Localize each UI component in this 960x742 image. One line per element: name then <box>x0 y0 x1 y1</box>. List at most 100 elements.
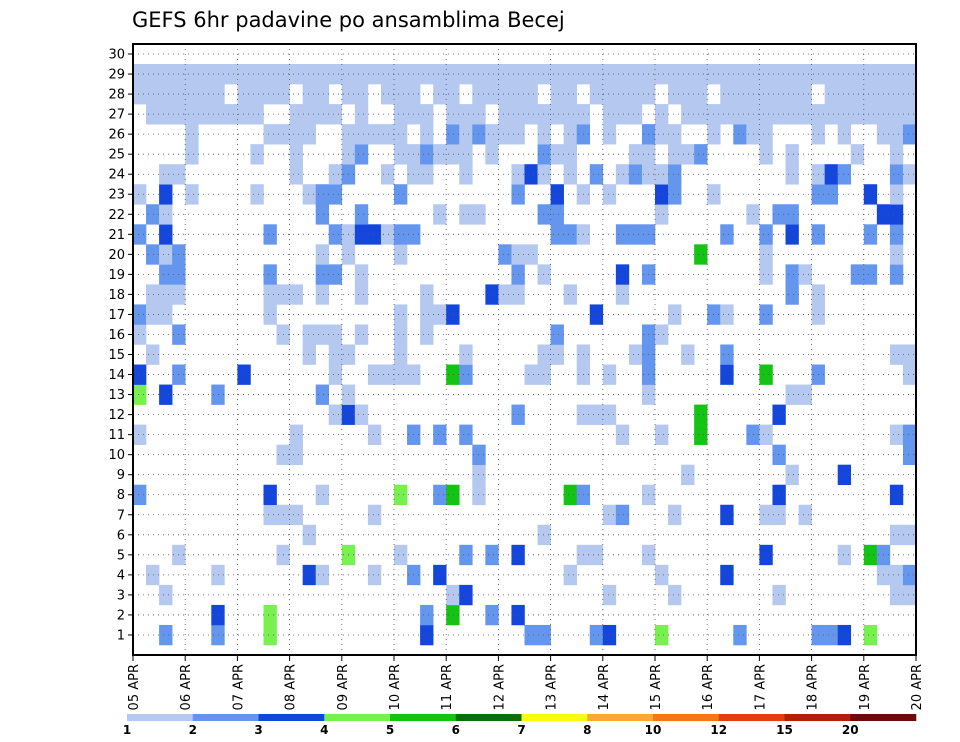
heat-cell <box>589 304 604 325</box>
heat-cell <box>420 64 434 85</box>
heat-cell <box>159 224 173 245</box>
heat-cell <box>133 384 147 405</box>
heat-cell <box>772 584 786 606</box>
heat-cell <box>354 224 369 245</box>
heat-cell <box>720 504 734 526</box>
x-tick-label: 10 APR <box>388 664 403 710</box>
heat-cell <box>837 544 852 566</box>
heat-cell <box>902 424 917 445</box>
heat-cell <box>759 144 773 165</box>
y-tick-label: 3 <box>117 588 125 603</box>
heat-cell <box>367 364 382 385</box>
heat-cell <box>537 524 551 546</box>
heat-cell <box>420 284 434 305</box>
heat-cell <box>328 64 343 85</box>
plot-frame <box>132 43 917 656</box>
heat-cell <box>263 224 277 245</box>
heat-cell <box>733 624 747 646</box>
heat-cell <box>824 104 838 125</box>
heat-cell <box>550 184 564 205</box>
heat-cell <box>367 564 382 586</box>
y-tick-label: 7 <box>117 508 125 523</box>
heat-cell <box>459 584 473 606</box>
heat-cell <box>602 124 617 145</box>
heat-cell <box>902 64 917 85</box>
heat-cell <box>798 84 812 105</box>
heat-cell <box>237 64 251 85</box>
heat-cell <box>328 404 343 425</box>
heat-cell <box>354 124 369 145</box>
heat-cell <box>563 564 577 586</box>
heat-cell <box>628 84 643 105</box>
heat-cell <box>889 244 904 265</box>
heat-cell <box>433 484 447 506</box>
heat-cell <box>537 144 551 165</box>
heat-cell <box>433 564 447 586</box>
heat-cell <box>694 424 708 445</box>
heat-cell <box>198 104 212 125</box>
heat-cell <box>289 164 303 185</box>
heat-cell <box>798 384 812 405</box>
heat-cell <box>446 604 460 626</box>
heat-cell <box>380 164 395 185</box>
heat-cell <box>367 504 382 526</box>
heat-cell <box>159 164 173 185</box>
heat-cell <box>889 184 904 205</box>
heat-cell <box>420 104 434 125</box>
heat-cell <box>185 84 199 105</box>
heat-cell <box>394 484 408 506</box>
heat-cell <box>459 124 473 145</box>
heat-cell <box>354 204 369 225</box>
heat-cell <box>289 144 303 165</box>
heat-cell <box>563 104 577 125</box>
heat-cell <box>315 384 330 405</box>
colorbar-swatch <box>521 714 588 721</box>
heat-cell <box>211 84 225 105</box>
heat-cell <box>589 624 604 646</box>
heat-cell <box>615 264 630 285</box>
heat-cell <box>159 244 173 265</box>
heat-cell <box>263 124 277 145</box>
x-tick-label: 20 APR <box>910 664 925 710</box>
heat-cell <box>315 184 330 205</box>
heat-cell <box>211 104 225 125</box>
heat-cell <box>354 284 369 305</box>
heat-cell <box>133 424 147 445</box>
heat-cell <box>615 424 630 445</box>
heat-cell <box>733 84 747 105</box>
heat-cell <box>211 604 225 626</box>
heat-cell <box>328 364 343 385</box>
colorbar-label: 4 <box>320 723 328 737</box>
heat-cell <box>550 84 564 105</box>
heat-cell <box>354 104 369 125</box>
heat-cell <box>772 104 786 125</box>
heat-cell <box>824 64 838 85</box>
y-tick-label: 17 <box>108 308 125 323</box>
heat-cell <box>433 204 447 225</box>
heat-cell <box>446 144 460 165</box>
heat-cell <box>485 144 499 165</box>
heat-cell <box>159 64 173 85</box>
heat-cell <box>863 84 878 105</box>
heat-cell <box>498 124 512 145</box>
heat-cell <box>315 104 330 125</box>
heat-cell <box>824 624 838 646</box>
heat-cell <box>302 184 316 205</box>
heat-cell <box>315 244 330 265</box>
x-tick-label: 18 APR <box>806 664 821 710</box>
heat-cell <box>159 104 173 125</box>
colorbar-label: 8 <box>583 723 591 737</box>
x-tick-label: 16 APR <box>701 664 716 710</box>
colorbar-label: 5 <box>386 723 394 737</box>
heat-cell <box>602 84 617 105</box>
heat-cell <box>602 364 617 385</box>
heat-cell <box>889 424 904 445</box>
heat-cell <box>837 624 852 646</box>
heat-cell <box>602 584 617 606</box>
heat-cell <box>550 224 564 245</box>
heat-cell <box>720 364 734 385</box>
heat-cell <box>459 344 473 365</box>
heat-cell <box>837 104 852 125</box>
heat-cell <box>902 524 917 546</box>
heat-cell <box>263 64 277 85</box>
